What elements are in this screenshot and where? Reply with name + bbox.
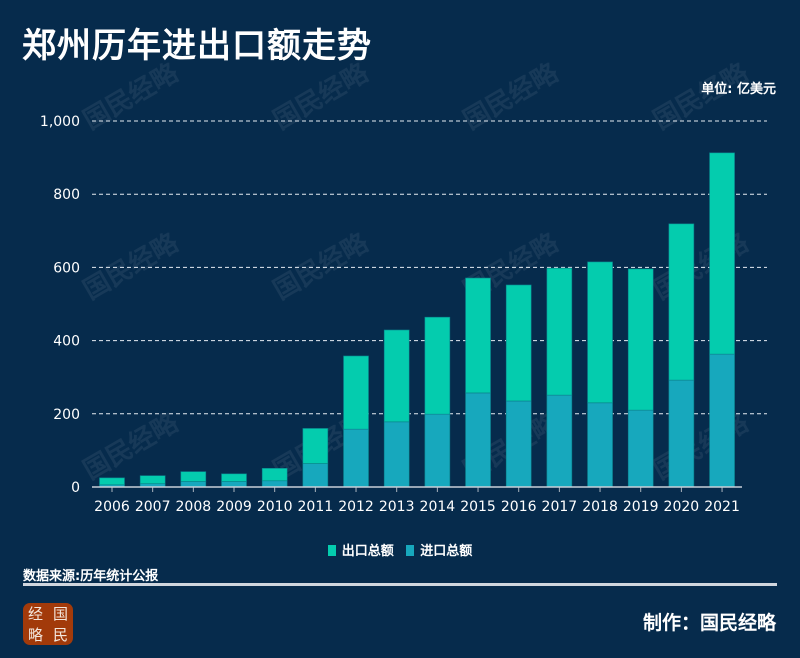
x-tick-label: 2020 (664, 499, 700, 515)
bar-export (139, 475, 166, 485)
bar-export (261, 468, 288, 482)
y-tick-label: 200 (53, 407, 80, 423)
legend-label-import: 进口总额 (420, 544, 473, 559)
x-tick-label: 2021 (704, 499, 740, 515)
bar-import (668, 379, 695, 488)
x-tick-label: 2013 (379, 499, 415, 515)
logo-char: 略 (27, 626, 43, 644)
logo: 经 国 略 民 (23, 603, 73, 645)
watermark: 国民经略 (78, 57, 184, 136)
logo-char: 民 (52, 626, 68, 644)
bar-import (546, 394, 573, 488)
x-tick-label: 2007 (135, 499, 171, 515)
bar-export (587, 261, 613, 404)
bar-export (221, 473, 247, 482)
divider (23, 583, 777, 586)
legend-item-export[interactable]: 出口总额 (327, 544, 394, 559)
chart-title: 郑州历年进出口额走势 (22, 26, 372, 66)
bar-import (343, 428, 369, 488)
bar-import (505, 400, 532, 488)
watermark: 国民经略 (648, 407, 754, 486)
x-tick-label: 2009 (216, 499, 252, 515)
bar-import (587, 402, 613, 488)
logo-char: 国 (52, 605, 68, 623)
x-tick-label: 2011 (298, 499, 334, 515)
watermark: 国民经略 (268, 227, 374, 306)
bar-import (302, 463, 329, 488)
bar-import (180, 481, 207, 488)
x-tick-label: 2017 (542, 499, 578, 515)
watermark: 国民经略 (458, 57, 564, 136)
source-note: 数据来源:历年统计公报 (23, 569, 159, 584)
legend-swatch-export (327, 545, 336, 556)
bar-export (383, 329, 410, 423)
bar-import (261, 480, 288, 488)
x-tick-label: 2010 (257, 499, 293, 515)
bar-export (302, 428, 329, 464)
y-tick-label: 0 (71, 480, 80, 496)
bar-import (221, 481, 247, 488)
unit-label: 单位: 亿美元 (701, 82, 776, 97)
logo-char: 经 (27, 605, 43, 623)
bar-export (343, 355, 369, 430)
legend-item-import[interactable]: 进口总额 (406, 544, 472, 559)
x-tick-label: 2016 (501, 499, 537, 515)
y-tick-label: 800 (53, 187, 80, 203)
bar-export (465, 277, 491, 394)
bar-export (546, 267, 573, 396)
watermark: 国民经略 (78, 227, 184, 306)
y-tick-label: 400 (53, 334, 80, 350)
bar-import (709, 353, 735, 488)
bar-export (668, 223, 695, 381)
bar-export (99, 477, 125, 486)
watermark: 国民经略 (648, 57, 754, 136)
bar-export (709, 152, 735, 355)
x-tick-label: 2019 (623, 499, 659, 515)
x-tick-label: 2018 (582, 499, 618, 515)
legend: 出口总额 进口总额 (0, 540, 800, 559)
bar-export (424, 316, 451, 415)
bar-import (627, 409, 654, 488)
credit: 制作：国民经略 (642, 612, 776, 634)
bar-export (627, 268, 654, 411)
legend-label-export: 出口总额 (341, 544, 394, 559)
bar-import (465, 392, 491, 488)
bar-export (505, 284, 532, 402)
watermark: 国民经略 (648, 227, 754, 306)
x-tick-label: 2008 (176, 499, 212, 515)
y-tick-label: 600 (53, 260, 80, 276)
y-tick-label: 1,000 (40, 114, 80, 130)
bar-import (383, 421, 410, 488)
x-tick-label: 2012 (338, 499, 374, 515)
x-tick-label: 2015 (460, 499, 496, 515)
x-tick-label: 2006 (94, 499, 130, 515)
legend-swatch-import (406, 545, 415, 556)
bar-import (424, 413, 451, 488)
watermark: 国民经略 (268, 57, 374, 136)
watermark: 国民经略 (78, 407, 184, 486)
x-tick-label: 2014 (420, 499, 456, 515)
bar-export (180, 471, 207, 482)
